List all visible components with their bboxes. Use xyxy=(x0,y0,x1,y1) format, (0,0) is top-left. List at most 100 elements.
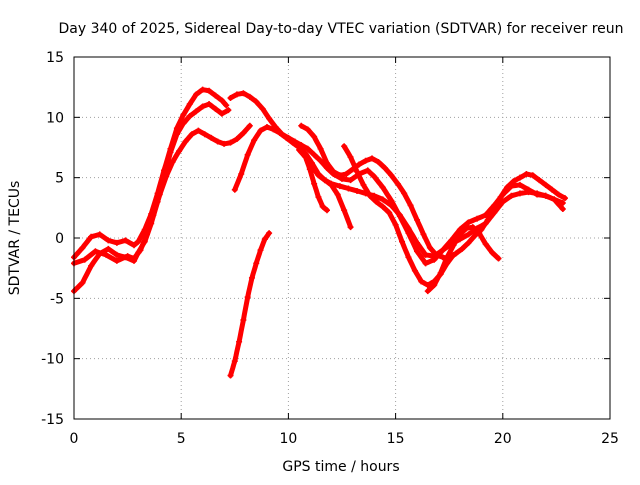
data-point xyxy=(302,154,309,161)
data-point xyxy=(176,148,183,155)
data-point xyxy=(542,181,549,188)
y-axis-label: SDTVAR / TECUs xyxy=(7,181,23,296)
data-point xyxy=(478,226,485,233)
data-point xyxy=(231,186,238,193)
data-point xyxy=(236,338,243,345)
data-point xyxy=(388,172,395,179)
data-point xyxy=(195,127,202,134)
series-line xyxy=(228,230,272,379)
data-point xyxy=(399,238,406,245)
data-point xyxy=(362,157,369,164)
data-point xyxy=(96,231,103,238)
data-point xyxy=(92,248,99,255)
data-point xyxy=(105,237,112,244)
data-point xyxy=(251,137,258,144)
data-point xyxy=(163,173,170,180)
data-point xyxy=(212,105,219,112)
data-point xyxy=(465,231,472,238)
y-tick-label: -15 xyxy=(41,412,64,428)
data-series xyxy=(71,101,232,295)
data-series xyxy=(424,224,502,295)
data-point xyxy=(206,87,213,94)
data-point xyxy=(180,111,187,118)
data-point xyxy=(317,157,324,164)
data-point xyxy=(491,206,498,213)
data-point xyxy=(304,126,311,133)
data-point xyxy=(360,181,367,188)
data-point xyxy=(516,181,523,188)
data-point xyxy=(206,101,213,108)
data-point xyxy=(354,187,361,194)
data-point xyxy=(405,225,412,232)
data-point xyxy=(551,196,558,203)
x-tick-label: 25 xyxy=(601,431,619,447)
data-point xyxy=(334,191,341,198)
data-point xyxy=(516,174,523,181)
data-point xyxy=(131,242,138,249)
data-point xyxy=(238,171,245,178)
data-series xyxy=(298,122,568,262)
data-point xyxy=(81,256,88,263)
data-point xyxy=(248,274,255,281)
data-point xyxy=(373,198,380,205)
data-point xyxy=(186,113,193,120)
x-tick-label: 5 xyxy=(177,431,186,447)
data-point xyxy=(150,212,157,219)
data-point xyxy=(233,136,240,143)
y-tick-label: 15 xyxy=(46,50,64,66)
y-tick-label: 5 xyxy=(55,171,64,187)
plot-area xyxy=(71,86,568,379)
data-point xyxy=(476,230,483,237)
y-tick-label: -10 xyxy=(41,352,64,368)
data-point xyxy=(341,207,348,214)
data-point xyxy=(328,181,335,188)
data-point xyxy=(186,101,193,108)
data-point xyxy=(131,255,138,262)
data-point xyxy=(246,93,253,100)
data-point xyxy=(504,184,511,191)
data-point xyxy=(482,212,489,219)
data-series xyxy=(71,86,230,261)
data-point xyxy=(199,86,206,93)
data-point xyxy=(311,180,318,187)
data-point xyxy=(336,172,343,179)
data-point xyxy=(414,216,421,223)
data-point xyxy=(143,231,150,238)
data-point xyxy=(323,160,330,167)
data-point xyxy=(201,131,208,138)
data-point xyxy=(364,167,371,174)
data-series xyxy=(71,122,253,267)
data-point xyxy=(510,178,517,185)
data-point xyxy=(407,202,414,209)
data-point xyxy=(257,127,264,134)
data-point xyxy=(394,180,401,187)
data-point xyxy=(218,97,225,104)
data-point xyxy=(257,247,264,254)
data-point xyxy=(523,171,530,178)
data-point xyxy=(439,247,446,254)
data-point xyxy=(444,254,451,261)
data-point xyxy=(79,244,86,251)
data-point xyxy=(88,262,95,269)
data-point xyxy=(276,130,283,137)
data-point xyxy=(246,122,253,129)
data-point xyxy=(113,239,120,246)
data-point xyxy=(214,138,221,145)
data-point xyxy=(379,184,386,191)
series-line xyxy=(303,152,354,230)
data-point xyxy=(298,122,305,129)
data-point xyxy=(244,294,251,301)
data-point xyxy=(231,358,238,365)
data-point xyxy=(289,139,296,146)
data-point xyxy=(188,131,195,138)
data-point xyxy=(221,140,228,147)
data-point xyxy=(315,193,322,200)
y-tick-label: 10 xyxy=(46,110,64,126)
data-point xyxy=(536,177,543,184)
data-point xyxy=(317,145,324,152)
data-point xyxy=(323,207,330,214)
data-point xyxy=(465,239,472,246)
data-point xyxy=(549,186,556,193)
